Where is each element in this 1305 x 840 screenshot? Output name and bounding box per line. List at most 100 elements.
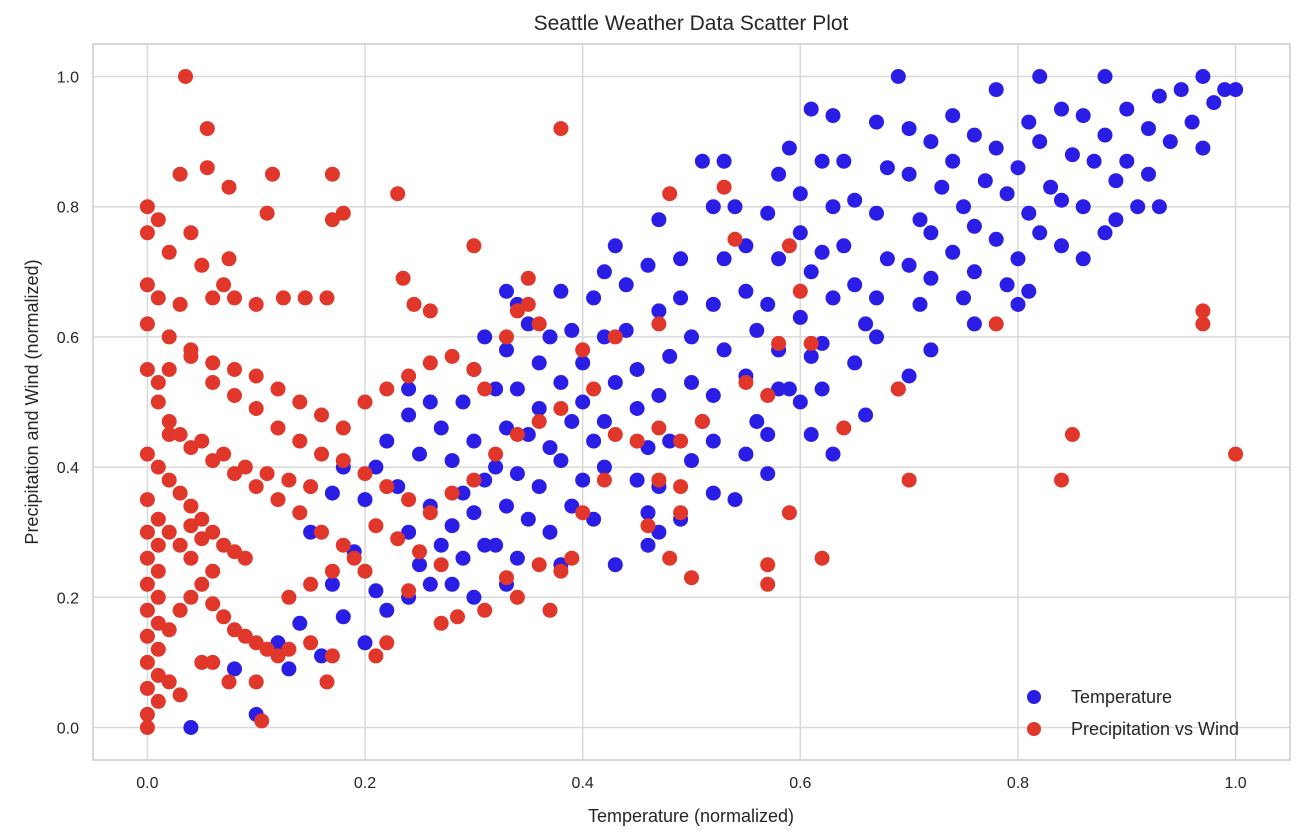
scatter-point (596, 472, 612, 488)
scatter-point (749, 322, 765, 338)
scatter-point (379, 433, 395, 449)
scatter-point (324, 166, 340, 182)
scatter-point (259, 641, 275, 657)
scatter-point (1228, 446, 1244, 462)
scatter-point (684, 329, 699, 345)
scatter-point (792, 283, 808, 299)
scatter-point (586, 381, 602, 397)
scatter-point (705, 433, 721, 449)
scatter-point (227, 362, 242, 377)
x-axis-label: Temperature (normalized) (588, 806, 794, 826)
scatter-point (433, 557, 449, 573)
scatter-point (999, 277, 1015, 293)
scatter-point (629, 433, 645, 449)
scatter-point (270, 635, 286, 651)
scatter-point (1075, 108, 1091, 124)
scatter-point (1064, 147, 1080, 163)
x-tick-label: 0.8 (1007, 775, 1029, 792)
scatter-point (227, 388, 242, 403)
scatter-point (314, 407, 329, 423)
scatter-point (705, 388, 721, 403)
scatter-point (760, 427, 776, 442)
scatter-point (1021, 114, 1037, 130)
legend: Temperature Precipitation vs Wind (1027, 687, 1239, 739)
scatter-point (781, 238, 797, 254)
scatter-point (183, 498, 199, 514)
scatter-point (450, 609, 465, 625)
scatter-point (139, 362, 155, 377)
scatter-point (901, 368, 917, 384)
scatter-point (150, 667, 166, 683)
scatter-point (161, 244, 177, 260)
scatter-point (379, 602, 395, 618)
scatter-point (422, 303, 438, 319)
scatter-point (357, 466, 373, 482)
scatter-point (194, 531, 210, 547)
scatter-point (999, 186, 1015, 202)
scatter-point (172, 166, 188, 182)
scatter-point (477, 537, 493, 553)
scatter-point (227, 290, 242, 306)
scatter-point (945, 244, 961, 260)
scatter-point (814, 153, 830, 169)
scatter-point (1032, 69, 1048, 84)
scatter-point (553, 563, 569, 579)
scatter-point (194, 511, 210, 527)
scatter-point (760, 576, 776, 592)
scatter-point (651, 212, 667, 228)
scatter-point (150, 212, 166, 228)
scatter-point (444, 576, 460, 592)
scatter-point (150, 290, 166, 306)
x-tick-label: 1.0 (1224, 775, 1246, 792)
scatter-point (1119, 101, 1135, 117)
scatter-point (716, 179, 732, 195)
scatter-point (1195, 140, 1211, 156)
scatter-point (520, 296, 536, 312)
scatter-point (194, 576, 210, 592)
scatter-point (586, 433, 602, 449)
scatter-point (390, 531, 406, 547)
scatter-point (357, 635, 373, 651)
scatter-point (270, 648, 286, 664)
x-tick-label: 0.4 (572, 775, 594, 792)
scatter-point (477, 472, 493, 488)
scatter-point (727, 199, 743, 215)
scatter-point (607, 238, 623, 254)
scatter-point (803, 427, 819, 442)
scatter-point (607, 557, 623, 573)
scatter-point (869, 329, 884, 345)
scatter-point (303, 524, 319, 540)
scatter-point (509, 427, 525, 442)
scatter-point (303, 479, 319, 495)
scatter-point (749, 414, 765, 429)
scatter-point (520, 270, 536, 286)
scatter-point (781, 140, 797, 156)
scatter-point (150, 641, 166, 657)
scatter-point (1054, 192, 1069, 208)
scatter-point (433, 537, 449, 553)
scatter-point (564, 322, 580, 338)
scatter-point (401, 583, 417, 599)
scatter-point (705, 296, 721, 312)
x-tick-label: 0.0 (136, 775, 158, 792)
scatter-point (553, 375, 569, 390)
scatter-point (335, 205, 351, 221)
scatter-point (150, 693, 166, 709)
scatter-point (923, 225, 939, 241)
scatter-point (227, 466, 242, 482)
scatter-point (139, 524, 155, 540)
scatter-point (466, 505, 482, 521)
scatter-point (966, 218, 982, 234)
scatter-point (738, 238, 754, 254)
scatter-point (803, 264, 819, 280)
scatter-point (499, 342, 514, 358)
scatter-point (444, 518, 460, 534)
scatter-point (662, 550, 678, 566)
scatter-point (292, 505, 308, 521)
scatter-point (716, 251, 732, 267)
scatter-point (1173, 82, 1189, 98)
scatter-point (509, 381, 525, 397)
scatter-point (303, 635, 319, 651)
scatter-point (1010, 160, 1026, 176)
scatter-point (564, 414, 580, 429)
